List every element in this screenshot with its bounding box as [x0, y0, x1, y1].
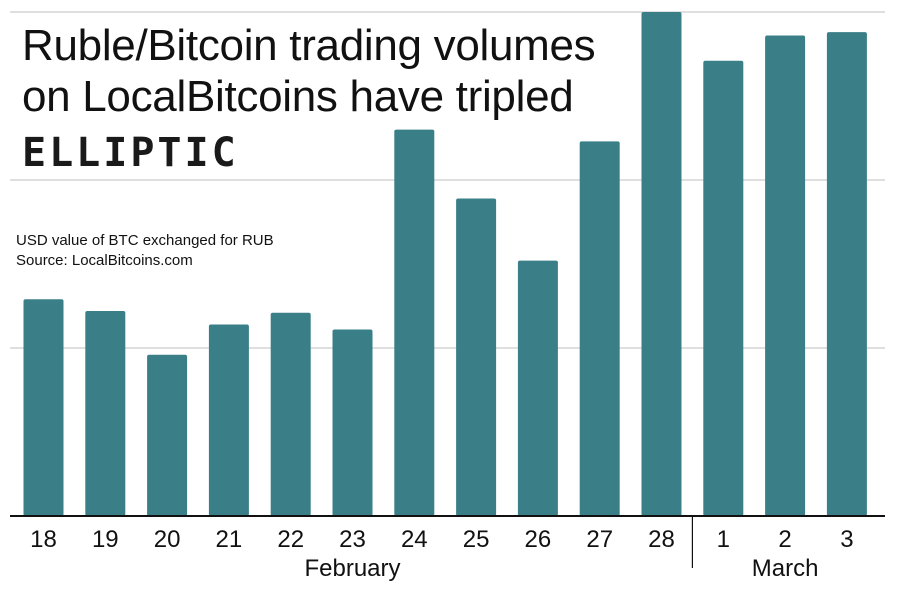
bar-2	[765, 35, 806, 517]
bar-22	[270, 312, 311, 516]
x-tick-label: 25	[463, 526, 490, 553]
x-tick-label: 1	[717, 526, 730, 553]
logo-text: ELLIPTIC	[22, 134, 239, 174]
chart-subtitle: USD value of BTC exchanged for RUB Sourc…	[16, 231, 274, 271]
x-tick-label: 27	[586, 526, 613, 553]
bar-27	[579, 141, 620, 517]
x-tick-label: 22	[277, 526, 304, 553]
bar-19	[85, 311, 126, 516]
x-tick-label: 21	[216, 526, 243, 553]
bar-18	[23, 299, 64, 516]
bar-28	[641, 12, 682, 516]
title-line-1: Ruble/Bitcoin trading volumes	[22, 21, 596, 70]
x-tick-label: 2	[778, 526, 791, 553]
x-tick-label: 24	[401, 526, 428, 553]
x-group-labels: February March	[304, 555, 818, 582]
x-tick-label: 23	[339, 526, 366, 553]
x-tick-label: 19	[92, 526, 119, 553]
bar-23	[332, 329, 373, 516]
source-text: Source: LocalBitcoins.com	[16, 252, 193, 269]
x-group-label: March	[752, 555, 819, 582]
x-tick-label: 28	[648, 526, 675, 553]
x-tick-label: 3	[840, 526, 853, 553]
x-tick-labels: 18 19 20 21 22 23 24 25 26 27 28 1 2 3	[30, 526, 853, 553]
bar-24	[394, 129, 435, 516]
bar-26	[517, 260, 558, 516]
x-tick-label: 26	[525, 526, 552, 553]
x-tick-label: 18	[30, 526, 57, 553]
chart-title: Ruble/Bitcoin trading volumes on LocalBi…	[22, 20, 596, 122]
subtitle-text: USD value of BTC exchanged for RUB	[16, 232, 274, 249]
bar-21	[208, 324, 249, 516]
bar-25	[456, 198, 497, 517]
bar-3	[826, 32, 867, 516]
bar-20	[147, 354, 188, 516]
elliptic-logo: ELLIPTIC	[22, 134, 239, 174]
bars	[23, 12, 867, 517]
title-line-2: on LocalBitcoins have tripled	[22, 72, 574, 121]
bar-1	[703, 60, 744, 516]
x-tick-label: 20	[154, 526, 181, 553]
x-group-label: February	[304, 555, 400, 582]
